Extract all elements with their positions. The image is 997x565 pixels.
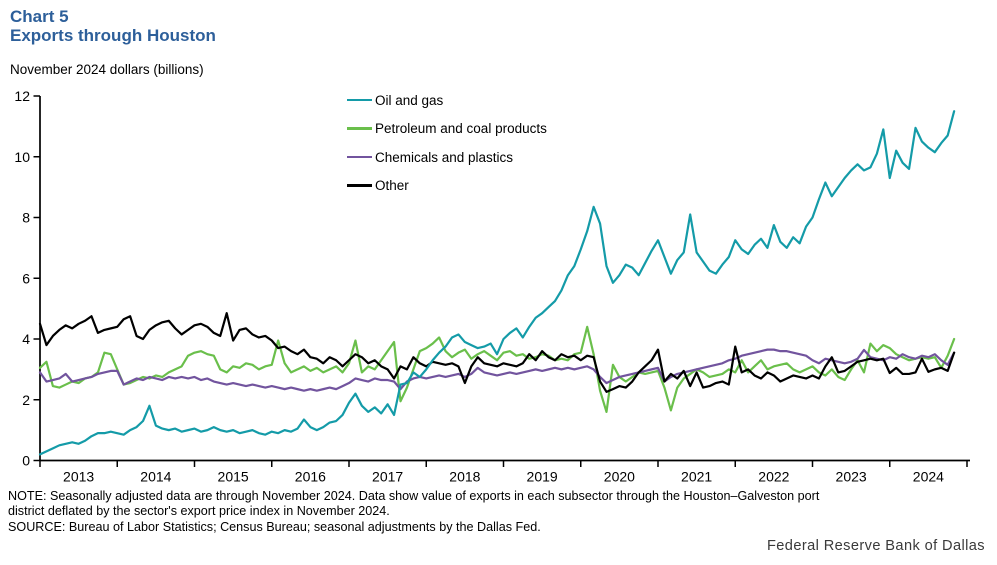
legend-item-chemicals-and-plastics: Chemicals and plastics: [347, 149, 547, 165]
x-year-label: 2024: [913, 469, 944, 485]
note-line-1: NOTE: Seasonally adjusted data are throu…: [8, 489, 820, 503]
legend-label: Other: [375, 178, 409, 193]
y-axis-unit-label: November 2024 dollars (billions): [10, 62, 204, 77]
legend-item-petroleum-and-coal-products: Petroleum and coal products: [347, 121, 547, 136]
y-tick-label: 10: [14, 149, 30, 165]
series-line-oil-and-gas: [38, 110, 956, 456]
series-line-other: [38, 312, 956, 393]
chart-notes: NOTE: Seasonally adjusted data are throu…: [8, 489, 983, 535]
chemicals-line-swatch: [347, 155, 372, 159]
chart-number-label: Chart 5: [10, 7, 69, 26]
x-year-label: 2023: [836, 469, 867, 485]
source-line: SOURCE: Bureau of Labor Statistics; Cens…: [8, 519, 541, 534]
x-year-label: 2013: [63, 469, 94, 485]
x-year-label: 2021: [681, 469, 712, 485]
x-year-label: 2020: [604, 469, 635, 485]
legend-label: Petroleum and coal products: [375, 121, 547, 136]
legend-label: Oil and gas: [375, 92, 444, 108]
y-tick-label: 0: [22, 453, 30, 469]
series-line-chemicals-and-plastics: [38, 348, 956, 392]
x-year-label: 2017: [372, 469, 403, 485]
x-year-label: 2014: [140, 469, 171, 485]
x-year-label: 2019: [527, 469, 558, 485]
y-tick-label: 4: [22, 331, 30, 347]
series-line-petroleum-and-coal-products: [38, 325, 956, 413]
page-title: Exports through Houston: [10, 26, 216, 45]
oil-and-gas-line-swatch: [347, 98, 372, 102]
x-year-label: 2016: [295, 469, 326, 485]
legend-item-other: Other: [347, 178, 547, 193]
note-line-2: district deflated by the sector's export…: [8, 504, 390, 519]
x-year-label: 2018: [449, 469, 480, 485]
y-tick-label: 8: [22, 210, 30, 226]
legend-item-oil-and-gas: Oil and gas: [347, 92, 547, 108]
y-tick-label: 2: [22, 392, 30, 408]
x-year-label: 2022: [758, 469, 789, 485]
chart-legend: Oil and gas Petroleum and coal products …: [347, 93, 547, 207]
y-tick-label: 6: [22, 270, 30, 286]
x-year-label: 2015: [218, 469, 249, 485]
petroleum-line-swatch: [347, 127, 372, 130]
federal-reserve-bank-of-dallas-wordmark: Federal Reserve Bank of Dallas: [766, 538, 985, 554]
other-line-swatch: [347, 184, 372, 187]
legend-label: Chemicals and plastics: [375, 149, 514, 165]
y-tick-label: 12: [14, 88, 30, 104]
